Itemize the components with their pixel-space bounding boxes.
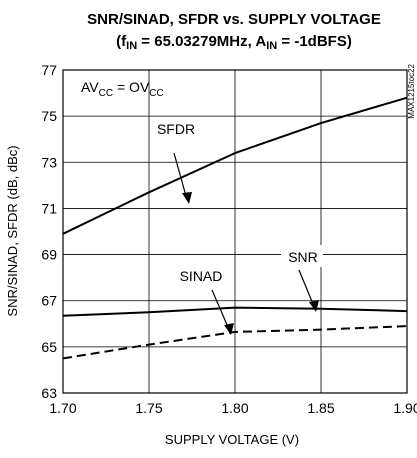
sfdr-annotation: SFDR: [150, 119, 202, 204]
sfdr-series-line: [62, 96, 408, 235]
y-tick-label: 63: [41, 385, 57, 401]
snr-series-line: [62, 306, 408, 317]
x-tick-label: 1.70: [49, 400, 76, 416]
tick-labels: 1.70 1.75 1.80 1.85 1.90 63 65 67 69 71 73 75 77: [41, 62, 417, 416]
y-tick-label: 71: [41, 200, 57, 216]
snr-annotation: SNR: [281, 245, 323, 312]
snr-label: SNR: [288, 249, 318, 265]
x-axis-label: SUPPLY VOLTAGE (V): [165, 432, 299, 447]
y-tick-label: 77: [41, 62, 57, 78]
series-lines: [62, 96, 408, 360]
y-tick-label: 75: [41, 108, 57, 124]
sinad-label: SINAD: [180, 268, 223, 284]
chart-title-line2: (fIN = 65.03279MHz, AIN = -1dBFS): [116, 33, 352, 52]
y-tick-label: 69: [41, 247, 57, 263]
sinad-annotation: SINAD: [175, 265, 234, 335]
x-tick-label: 1.75: [135, 400, 162, 416]
y-tick-label: 73: [41, 154, 57, 170]
grid: [63, 70, 407, 393]
y-axis-label: SNR/SINAD, SFDR (dB, dBc): [5, 145, 20, 316]
x-tick-label: 1.90: [393, 400, 417, 416]
y-tick-label: 65: [41, 339, 57, 355]
condition-label: AVCC = OVCC: [81, 79, 164, 99]
sfdr-label: SFDR: [157, 121, 195, 137]
y-tick-label: 67: [41, 293, 57, 309]
chart-id-tag: MAX1215toc22: [407, 63, 416, 118]
plot-frame: [62, 69, 408, 394]
chart-title-line1: SNR/SINAD, SFDR vs. SUPPLY VOLTAGE: [87, 11, 381, 28]
sinad-series-line: [62, 325, 408, 360]
x-tick-label: 1.80: [221, 400, 248, 416]
x-tick-label: 1.85: [307, 400, 334, 416]
